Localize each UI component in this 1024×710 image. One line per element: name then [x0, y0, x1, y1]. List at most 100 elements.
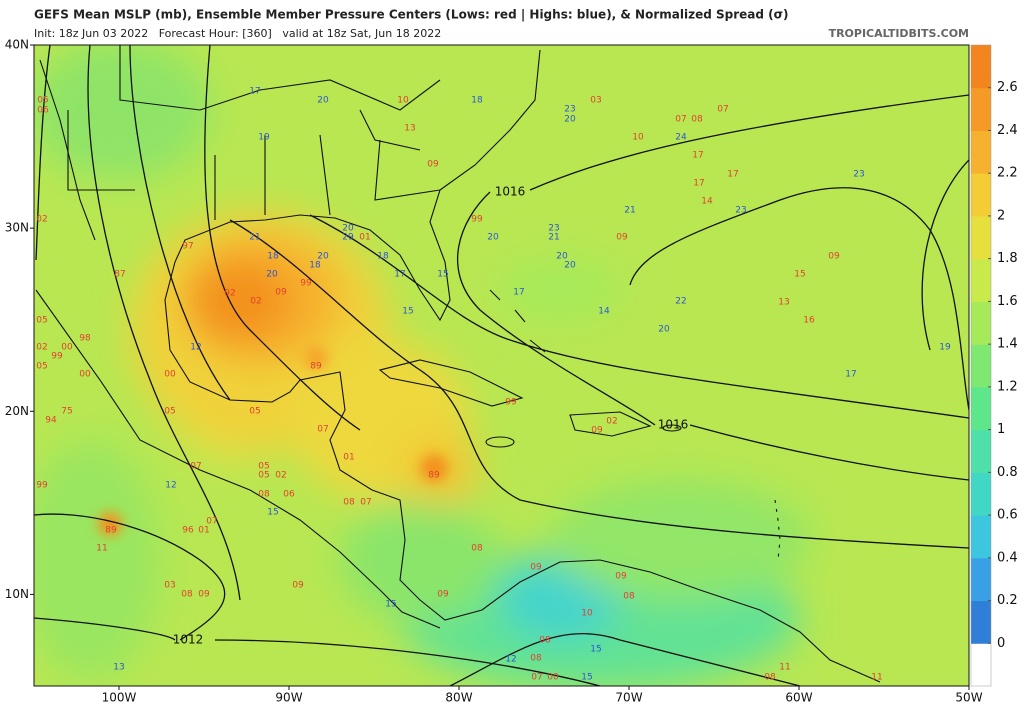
low-center: 05: [164, 407, 175, 417]
colorbar-band: [971, 344, 991, 388]
high-center: 17: [394, 270, 405, 280]
low-center: 16: [803, 316, 815, 326]
colorbar-label: 1.2: [997, 379, 1018, 394]
lon-label: 60W: [785, 691, 812, 705]
low-center: 09: [275, 288, 287, 298]
high-center: 23: [548, 224, 559, 234]
low-center: 00: [79, 370, 91, 380]
high-center: 20: [266, 270, 278, 280]
high-center: 19: [258, 133, 270, 143]
high-center: 19: [939, 343, 951, 353]
colorbar-band: [971, 557, 991, 602]
low-center: 10: [581, 609, 593, 619]
map-frame: [33, 44, 970, 687]
low-center: 01: [343, 453, 354, 463]
high-center: 20: [317, 252, 329, 262]
isobar-label: 1012: [173, 633, 204, 647]
high-center: 12: [165, 481, 176, 491]
low-center: 02: [36, 215, 47, 225]
high-center: 15: [402, 307, 413, 317]
low-center: 00: [547, 673, 559, 683]
low-center: 07: [360, 498, 371, 508]
low-center: 02: [275, 471, 286, 481]
high-center: 18: [267, 252, 279, 262]
low-center: 09: [591, 426, 603, 436]
high-center: 20: [564, 115, 576, 125]
low-center: 99: [300, 279, 312, 289]
low-center: 00: [164, 370, 176, 380]
low-center: 99: [36, 481, 48, 491]
colorbar-label: 0.8: [997, 465, 1018, 480]
low-center: 07: [717, 105, 728, 115]
low-center: 02: [36, 343, 47, 353]
low-center: 09: [616, 233, 628, 243]
high-center: 17: [845, 370, 856, 380]
low-center: 17: [727, 170, 738, 180]
high-center: 20: [658, 325, 670, 335]
low-center: 07: [317, 425, 328, 435]
low-center: 09: [530, 563, 542, 573]
low-center: 11: [96, 544, 107, 554]
low-center: 13: [778, 298, 789, 308]
lon-label: 70W: [615, 691, 642, 705]
colorbar-band: [971, 173, 991, 217]
low-center: 99: [471, 215, 483, 225]
low-center: 98: [79, 334, 91, 344]
high-center: 20: [487, 233, 499, 243]
colorbar-label: 0.2: [997, 593, 1018, 608]
low-center: 03: [164, 581, 175, 591]
high-center: 12: [505, 655, 516, 665]
title: GEFS Mean MSLP (mb), Ensemble Member Pre…: [34, 8, 788, 22]
low-center: 05: [37, 96, 48, 106]
low-center: 89: [428, 471, 440, 481]
colorbar-band: [971, 386, 991, 431]
high-center: 22: [675, 297, 686, 307]
high-center: 20: [317, 96, 329, 106]
high-center: 15: [267, 508, 278, 518]
low-center: 08: [764, 673, 776, 683]
high-center: 17: [513, 288, 524, 298]
low-center: 09: [615, 572, 627, 582]
colorbar-band: [971, 301, 991, 345]
low-center: 94: [45, 416, 57, 426]
source: TROPICALTIDBITS.COM: [829, 27, 969, 40]
colorbar-band: [971, 643, 991, 687]
colorbar-label: 2.4: [997, 123, 1018, 138]
low-center: 75: [61, 407, 72, 417]
lat-label: 10N: [5, 587, 29, 601]
high-center: 18: [377, 252, 389, 262]
lon-label: 90W: [275, 691, 302, 705]
high-center: 18: [309, 261, 321, 271]
lon-label: 50W: [955, 691, 982, 705]
low-center: 08: [691, 115, 703, 125]
low-center: 07: [531, 673, 542, 683]
high-center: 21: [624, 206, 635, 216]
low-center: 99: [51, 352, 63, 362]
low-center: 01: [198, 526, 209, 536]
high-center: 15: [437, 270, 448, 280]
high-center: 14: [598, 307, 610, 317]
colorbar-band: [971, 472, 991, 516]
high-center: 18: [471, 96, 483, 106]
low-center: 02: [250, 297, 261, 307]
high-center: 23: [735, 206, 746, 216]
low-center: 06: [37, 106, 49, 116]
colorbar-band: [971, 215, 991, 260]
low-center: 13: [404, 124, 415, 134]
low-center: 11: [779, 663, 790, 673]
colorbar-label: 1.4: [997, 337, 1018, 352]
low-center: 07: [190, 462, 201, 472]
low-center: 08: [623, 592, 635, 602]
high-center: 21: [548, 233, 559, 243]
colorbar-label: 0.4: [997, 550, 1018, 565]
colorbar-label: 1: [997, 422, 1005, 437]
colorbar-band: [971, 45, 991, 89]
colorbar-label: 2: [997, 208, 1005, 223]
colorbar-band: [971, 429, 991, 473]
low-center: 17: [692, 151, 703, 161]
lat-label: 30N: [5, 221, 29, 235]
low-center: 06: [283, 490, 295, 500]
high-center: 23: [853, 170, 864, 180]
low-center: 96: [182, 526, 194, 536]
